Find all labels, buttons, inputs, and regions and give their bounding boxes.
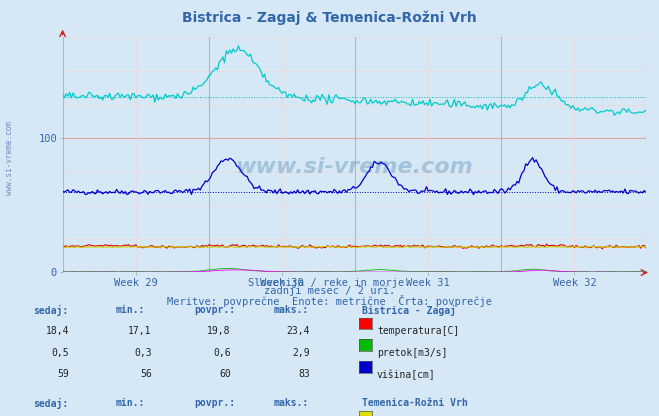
Text: 18,4: 18,4: [45, 326, 69, 336]
Text: 83: 83: [298, 369, 310, 379]
Text: maks.:: maks.:: [273, 305, 308, 314]
Text: 0,6: 0,6: [213, 348, 231, 358]
Text: povpr.:: povpr.:: [194, 305, 235, 314]
Text: 0,5: 0,5: [51, 348, 69, 358]
Text: sedaj:: sedaj:: [33, 398, 68, 409]
Text: 0,3: 0,3: [134, 348, 152, 358]
Text: višina[cm]: višina[cm]: [377, 369, 436, 380]
Text: 60: 60: [219, 369, 231, 379]
Text: Meritve: povprečne  Enote: metrične  Črta: povprečje: Meritve: povprečne Enote: metrične Črta:…: [167, 295, 492, 307]
Text: 19,8: 19,8: [207, 326, 231, 336]
Text: Slovenija / reke in morje.: Slovenija / reke in morje.: [248, 278, 411, 288]
Text: Temenica-Rožni Vrh: Temenica-Rožni Vrh: [362, 398, 468, 408]
Text: 23,4: 23,4: [286, 326, 310, 336]
Text: pretok[m3/s]: pretok[m3/s]: [377, 348, 447, 358]
Text: 2,9: 2,9: [292, 348, 310, 358]
Text: Bistrica - Zagaj: Bistrica - Zagaj: [362, 305, 457, 316]
Text: 17,1: 17,1: [128, 326, 152, 336]
Text: sedaj:: sedaj:: [33, 305, 68, 316]
Text: 59: 59: [57, 369, 69, 379]
Text: temperatura[C]: temperatura[C]: [377, 326, 459, 336]
Text: min.:: min.:: [115, 398, 145, 408]
Text: www.si-vreme.com: www.si-vreme.com: [5, 121, 14, 195]
Text: min.:: min.:: [115, 305, 145, 314]
Text: 56: 56: [140, 369, 152, 379]
Text: Bistrica - Zagaj & Temenica-Rožni Vrh: Bistrica - Zagaj & Temenica-Rožni Vrh: [182, 10, 477, 25]
Text: www.si-vreme.com: www.si-vreme.com: [235, 157, 473, 177]
Text: zadnji mesec / 2 uri.: zadnji mesec / 2 uri.: [264, 286, 395, 296]
Text: povpr.:: povpr.:: [194, 398, 235, 408]
Text: maks.:: maks.:: [273, 398, 308, 408]
